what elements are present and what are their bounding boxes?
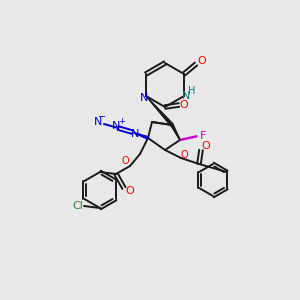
Text: H: H [188, 86, 196, 96]
Text: N: N [94, 117, 102, 127]
Text: N: N [140, 93, 148, 103]
Text: Cl: Cl [73, 201, 83, 211]
Text: +: + [118, 116, 125, 125]
Text: O: O [180, 100, 188, 110]
Text: O: O [202, 141, 210, 151]
Text: F: F [200, 131, 206, 141]
Text: O: O [198, 56, 206, 66]
Polygon shape [146, 96, 173, 126]
Text: N: N [131, 129, 139, 139]
Polygon shape [132, 132, 148, 139]
Text: N: N [112, 121, 120, 131]
Text: −: − [98, 112, 106, 122]
Text: O: O [126, 186, 134, 196]
Text: O: O [121, 156, 129, 166]
Text: O: O [180, 150, 188, 160]
Text: N: N [182, 91, 190, 101]
Polygon shape [171, 124, 180, 140]
